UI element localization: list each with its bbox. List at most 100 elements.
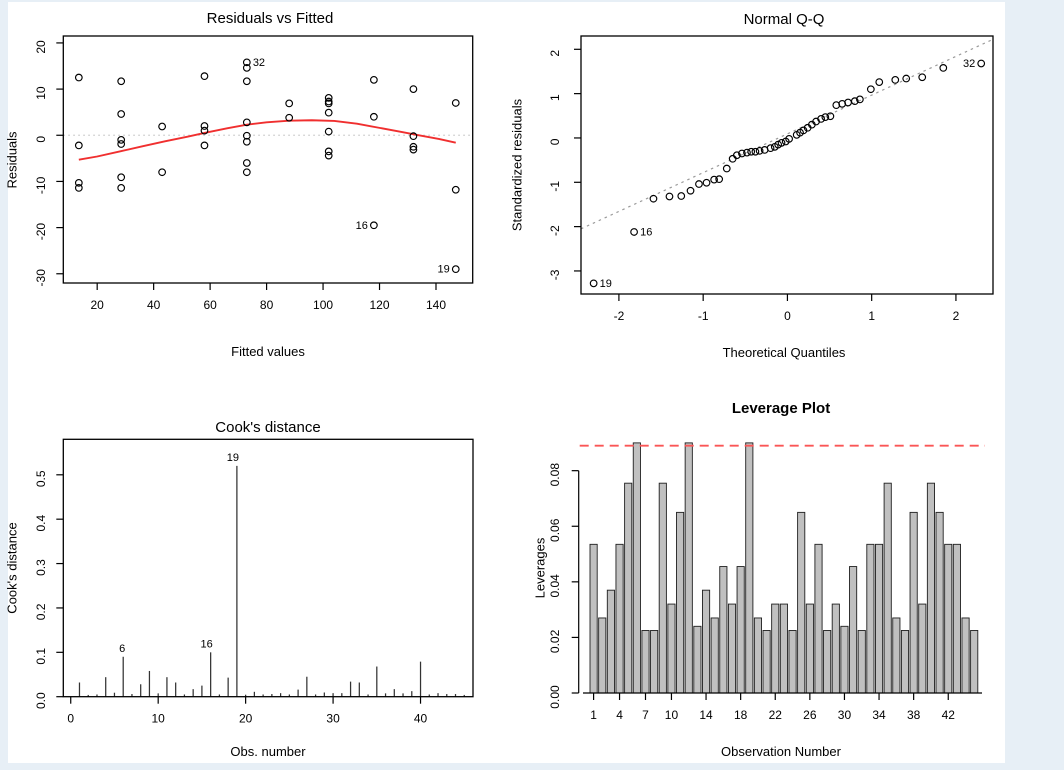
x-tick-label: 30 bbox=[838, 708, 852, 722]
data-point bbox=[755, 146, 764, 155]
data-point bbox=[732, 151, 741, 160]
data-point bbox=[117, 136, 126, 144]
leverage-bar bbox=[624, 482, 633, 694]
x-tick-label: 38 bbox=[907, 708, 921, 722]
data-point bbox=[242, 58, 251, 67]
x-tick-label: 0 bbox=[67, 712, 74, 726]
x-tick-label: 20 bbox=[91, 298, 105, 312]
panel-title-normal-qq: Normal Q-Q bbox=[743, 11, 825, 28]
point-label: 16 bbox=[640, 226, 652, 238]
panel-title-residuals-vs-fitted: Residuals vs Fitted bbox=[206, 10, 334, 27]
data-point bbox=[74, 73, 83, 82]
leverage-bar bbox=[909, 511, 918, 694]
point-label: 19 bbox=[600, 278, 612, 290]
x-tick-label: 40 bbox=[414, 712, 428, 726]
x-tick-label: 140 bbox=[426, 298, 446, 312]
data-point bbox=[242, 168, 251, 177]
leverage-bar bbox=[970, 630, 979, 694]
x-tick-label: 26 bbox=[803, 708, 817, 722]
x-tick-label: 4 bbox=[616, 708, 623, 722]
data-point bbox=[200, 122, 209, 130]
data-point bbox=[451, 99, 460, 107]
data-point bbox=[722, 164, 731, 173]
data-point bbox=[324, 147, 333, 156]
x-tick-label: 7 bbox=[642, 708, 649, 722]
data-point bbox=[242, 131, 251, 140]
data-point bbox=[242, 77, 251, 86]
leverage-bar bbox=[805, 603, 814, 694]
y-tick-label: -3 bbox=[548, 269, 562, 280]
yaxis-label-leverages: Leverages bbox=[532, 537, 548, 599]
x-tick-label: 0 bbox=[784, 309, 791, 323]
data-point bbox=[817, 115, 825, 123]
leverage-bar bbox=[736, 566, 745, 694]
data-point bbox=[158, 168, 166, 177]
data-point bbox=[370, 112, 378, 121]
y-tick-label: 2 bbox=[548, 50, 562, 57]
leverage-bar bbox=[788, 630, 797, 694]
plot-frame bbox=[580, 35, 994, 295]
data-point bbox=[677, 192, 686, 200]
x-tick-label: -2 bbox=[614, 309, 625, 323]
leverage-bar bbox=[883, 482, 892, 694]
data-point bbox=[117, 184, 126, 192]
data-point bbox=[451, 185, 460, 194]
y-tick-label: -20 bbox=[34, 223, 48, 241]
data-point bbox=[74, 184, 83, 192]
x-tick-label: 42 bbox=[942, 708, 956, 722]
x-tick-label: 100 bbox=[313, 298, 333, 312]
x-tick-label: 10 bbox=[152, 712, 166, 726]
qq-reference-line bbox=[580, 38, 994, 230]
data-point bbox=[785, 134, 793, 143]
panel-title-cooks-distance: Cook's distance bbox=[215, 419, 321, 436]
data-point bbox=[702, 178, 711, 187]
data-point bbox=[324, 127, 333, 136]
data-point bbox=[866, 85, 875, 94]
y-tick-label: 20 bbox=[34, 40, 48, 54]
leverage-bar bbox=[684, 442, 693, 694]
y-tick-label: 0.04 bbox=[548, 574, 562, 598]
spike-label: 16 bbox=[201, 638, 213, 650]
data-point bbox=[242, 118, 251, 127]
data-point bbox=[856, 95, 864, 104]
data-point bbox=[777, 138, 786, 147]
leverage-bar bbox=[823, 630, 832, 694]
x-tick-label: 34 bbox=[872, 708, 886, 722]
leverage-bar bbox=[849, 566, 858, 694]
leverage-bar bbox=[658, 482, 667, 694]
data-point bbox=[747, 147, 756, 156]
data-point bbox=[409, 142, 418, 151]
leverage-bar bbox=[598, 617, 607, 694]
leverage-bar bbox=[676, 511, 685, 694]
data-point bbox=[918, 73, 927, 82]
leverage-bar bbox=[814, 543, 823, 694]
x-tick-label: 14 bbox=[699, 708, 713, 722]
leverage-bar bbox=[952, 543, 961, 694]
leverage-bar bbox=[719, 566, 728, 694]
leverage-bar bbox=[831, 603, 840, 694]
data-point bbox=[409, 132, 418, 141]
data-point bbox=[451, 265, 460, 274]
y-tick-label: 1 bbox=[548, 94, 562, 101]
leverage-bar bbox=[693, 625, 702, 694]
x-tick-label: 1 bbox=[868, 309, 875, 323]
data-point bbox=[589, 279, 598, 288]
y-tick-label: -1 bbox=[548, 181, 562, 192]
loess-smooth-line bbox=[78, 119, 456, 161]
data-point bbox=[875, 78, 884, 86]
y-tick-label: 0.4 bbox=[34, 515, 48, 532]
leverage-bar bbox=[866, 543, 875, 694]
data-point bbox=[766, 144, 775, 153]
leverage-bar bbox=[702, 589, 711, 694]
y-tick-label: 0 bbox=[34, 136, 48, 143]
data-point bbox=[850, 97, 859, 106]
x-tick-label: 40 bbox=[147, 298, 161, 312]
y-tick-label: 0.5 bbox=[34, 470, 48, 487]
data-point bbox=[826, 112, 835, 121]
leverage-bar bbox=[797, 511, 806, 694]
data-point bbox=[324, 151, 333, 160]
leverage-bar bbox=[727, 603, 737, 694]
leverage-bar bbox=[875, 543, 884, 694]
data-point bbox=[710, 175, 718, 184]
